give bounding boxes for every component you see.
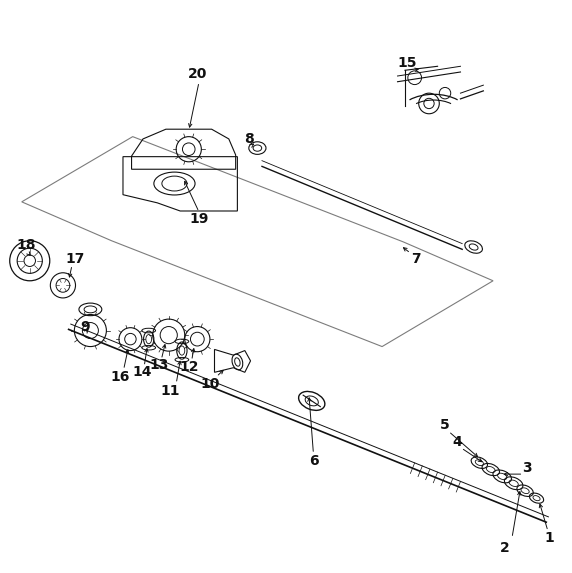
Text: 7: 7 — [412, 252, 421, 266]
Text: 5: 5 — [440, 418, 450, 432]
Text: 15: 15 — [398, 56, 417, 70]
Text: 13: 13 — [149, 359, 169, 372]
Text: 12: 12 — [179, 360, 198, 374]
Text: 2: 2 — [499, 541, 510, 555]
Text: 11: 11 — [161, 383, 180, 398]
Text: 18: 18 — [16, 238, 35, 252]
Text: 4: 4 — [452, 435, 463, 449]
Text: 8: 8 — [244, 132, 254, 146]
Text: 6: 6 — [309, 454, 318, 468]
Text: 17: 17 — [66, 252, 85, 266]
Text: 1: 1 — [544, 531, 554, 545]
Text: 3: 3 — [523, 461, 532, 476]
Text: 10: 10 — [201, 376, 220, 391]
Text: 9: 9 — [80, 320, 89, 333]
Text: 16: 16 — [110, 370, 130, 384]
Text: 19: 19 — [189, 212, 209, 226]
Text: 14: 14 — [132, 366, 152, 379]
Text: 20: 20 — [188, 66, 207, 81]
